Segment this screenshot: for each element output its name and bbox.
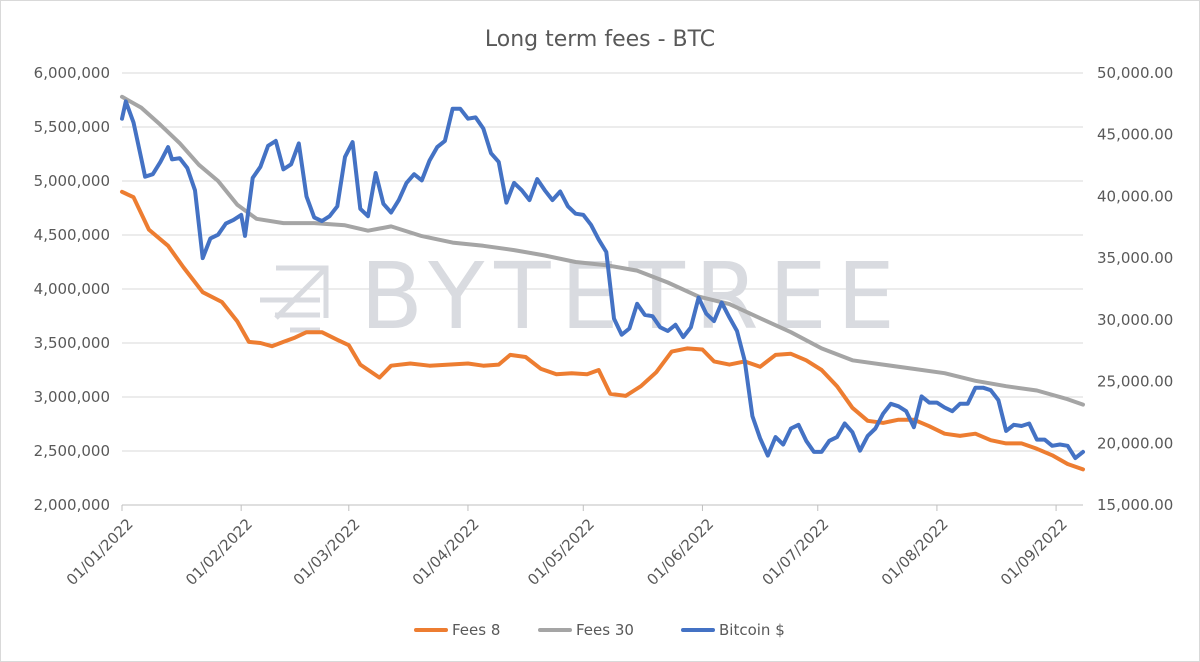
watermark-logo-icon [260, 265, 329, 333]
right-y-tick-label: 25,000.00 [1097, 373, 1173, 391]
left-y-tick-label: 2,000,000 [34, 496, 110, 514]
left-y-tick-label: 2,500,000 [34, 442, 110, 460]
series-line-1 [120, 94, 1085, 407]
right-y-tick-label: 35,000.00 [1097, 249, 1173, 267]
x-tick-label: 01/04/2022 [409, 515, 483, 589]
left-y-tick-label: 6,000,000 [34, 64, 110, 82]
right-y-tick-label: 30,000.00 [1097, 311, 1173, 329]
left-y-tick-label: 4,500,000 [34, 226, 110, 244]
left-y-tick-label: 5,500,000 [34, 118, 110, 136]
series-line-0 [120, 189, 1085, 472]
legend-label: Bitcoin $ [719, 621, 785, 639]
watermark-text: BYTETREE [360, 243, 905, 350]
x-tick-label: 01/03/2022 [290, 515, 364, 589]
x-tick-label: 01/08/2022 [878, 515, 952, 589]
x-axis: 01/01/2022 01/02/2022 01/03/2022 01/04/2022… [63, 504, 1083, 589]
left-y-tick-label: 3,000,000 [34, 388, 110, 406]
series-lines [120, 94, 1085, 472]
right-y-tick-label: 45,000.00 [1097, 126, 1173, 144]
series-line-2 [120, 99, 1085, 461]
x-tick-label: 01/06/2022 [643, 515, 717, 589]
left-y-tick-label: 5,000,000 [34, 172, 110, 190]
right-y-tick-label: 20,000.00 [1097, 434, 1173, 452]
left-y-axis: 2,000,000 2,500,000 3,000,000 3,500,000 4,00… [34, 64, 110, 514]
x-tick-label: 01/02/2022 [182, 515, 256, 589]
legend: Fees 8 Fees 30 Bitcoin $ [414, 621, 785, 639]
right-y-tick-label: 40,000.00 [1097, 187, 1173, 205]
left-y-tick-label: 4,000,000 [34, 280, 110, 298]
left-y-tick-label: 3,500,000 [34, 334, 110, 352]
right-y-axis: 15,000.00 20,000.00 25,000.00 30,000.00 35,0… [1097, 64, 1173, 514]
chart-title: Long term fees - BTC [485, 27, 715, 52]
legend-label: Fees 8 [452, 621, 500, 639]
x-tick-label: 01/07/2022 [759, 515, 833, 589]
right-y-tick-label: 50,000.00 [1097, 64, 1173, 82]
right-y-tick-label: 15,000.00 [1097, 496, 1173, 514]
x-tick-label: 01/01/2022 [63, 515, 137, 589]
x-tick-label: 01/05/2022 [524, 515, 598, 589]
x-tick-label: 01/09/2022 [997, 515, 1071, 589]
legend-label: Fees 30 [576, 621, 634, 639]
